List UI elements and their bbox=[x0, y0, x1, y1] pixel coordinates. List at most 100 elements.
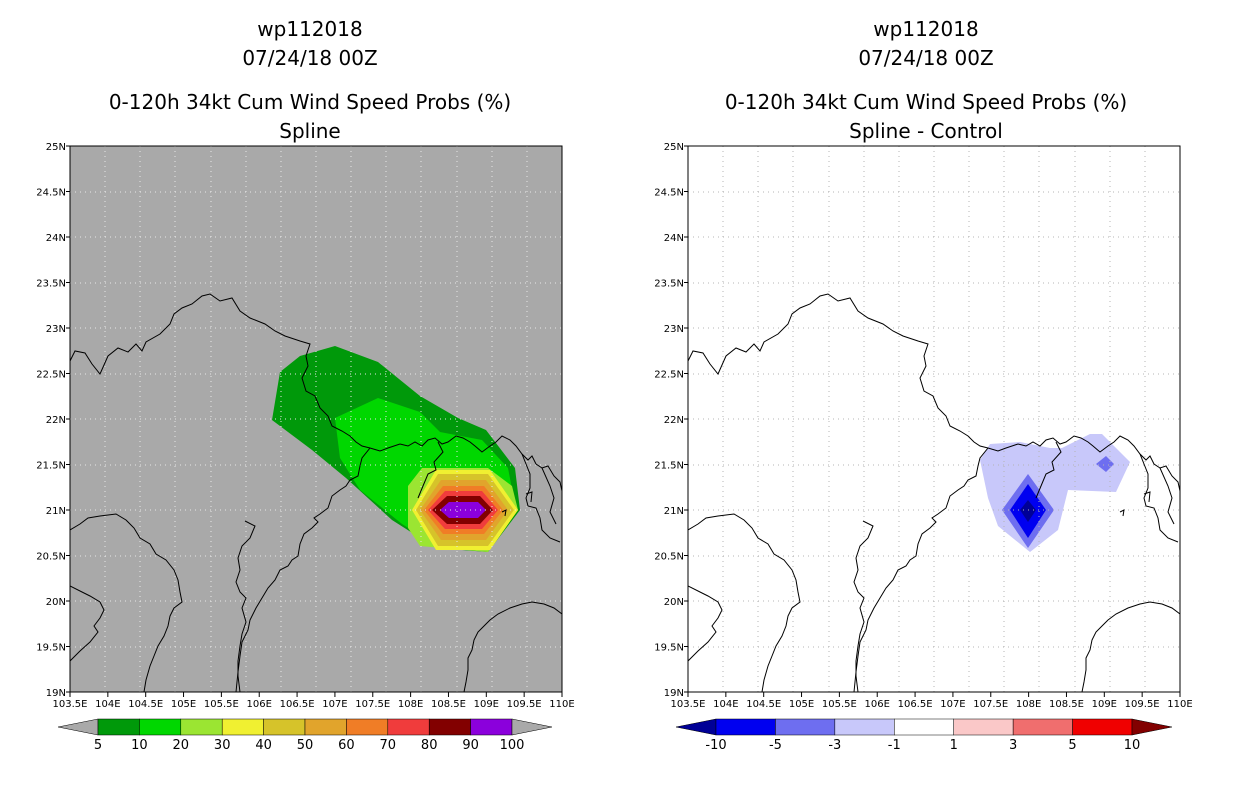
colorbar-label: 30 bbox=[214, 738, 231, 753]
colorbar-swatch bbox=[953, 718, 1014, 736]
colorbar-end-left bbox=[57, 718, 99, 736]
colorbar-swatch bbox=[470, 718, 513, 736]
colorbar-label: 20 bbox=[173, 738, 190, 753]
contour-90 bbox=[440, 502, 486, 518]
right-lon-label: 106E bbox=[865, 699, 890, 710]
right-lat-label: 24N bbox=[664, 233, 684, 244]
left-lat-label: 20N bbox=[46, 597, 66, 608]
right-storm-id: wp112018 bbox=[873, 17, 979, 41]
left-lat-label: 25N bbox=[46, 142, 66, 153]
right-lon-label: 108.5E bbox=[1049, 699, 1084, 710]
right-subtitle: Spline - Control bbox=[849, 119, 1003, 143]
colorbar-swatch bbox=[775, 718, 836, 736]
left-lat-label: 24.5N bbox=[36, 188, 66, 199]
colorbar-label: 80 bbox=[421, 738, 438, 753]
right-lon-label: 110E bbox=[1167, 699, 1192, 710]
colorbar-label: 5 bbox=[1068, 738, 1076, 753]
colorbar-label: 90 bbox=[462, 738, 479, 753]
colorbar-label: -10 bbox=[705, 738, 726, 753]
diff-contour-minus3-b bbox=[1096, 456, 1114, 472]
colorbar-label: 1 bbox=[950, 738, 958, 753]
colorbar-label: 60 bbox=[338, 738, 355, 753]
left-lon-label: 104E bbox=[95, 699, 120, 710]
colorbar-swatch bbox=[834, 718, 895, 736]
right-lon-label: 109E bbox=[1092, 699, 1117, 710]
right-lat-label: 20N bbox=[664, 597, 684, 608]
colorbar-swatch bbox=[1072, 718, 1133, 736]
colorbar-end-right bbox=[511, 718, 553, 736]
left-title-block: wp112018 07/24/18 00Z 0-120h 34kt Cum Wi… bbox=[60, 15, 560, 146]
left-lat-label: 23N bbox=[46, 324, 66, 335]
left-lat-label: 24N bbox=[46, 233, 66, 244]
right-lon-label: 104.5E bbox=[746, 699, 781, 710]
right-lat-label: 24.5N bbox=[654, 188, 684, 199]
colorbar-label: 5 bbox=[94, 738, 102, 753]
right-lat-label: 20.5N bbox=[654, 552, 684, 563]
colorbar-swatch bbox=[715, 718, 776, 736]
colorbar-end-left bbox=[675, 718, 717, 736]
right-lat-label: 19N bbox=[664, 688, 684, 699]
left-lat-label: 23.5N bbox=[36, 279, 66, 290]
left-lon-label: 107.5E bbox=[355, 699, 390, 710]
colorbar-swatch bbox=[894, 718, 954, 736]
colorbar-swatch bbox=[180, 718, 223, 736]
colorbar-end-right bbox=[1131, 718, 1173, 736]
left-lon-label: 105E bbox=[171, 699, 196, 710]
left-lon-label: 108.5E bbox=[431, 699, 466, 710]
left-lat-label: 20.5N bbox=[36, 552, 66, 563]
colorbar-label: 50 bbox=[297, 738, 314, 753]
left-lon-label: 106E bbox=[247, 699, 272, 710]
left-colorbar: 5 10 20 30 40 50 60 70 80 90 100 bbox=[57, 718, 553, 753]
left-lat-label: 19.5N bbox=[36, 643, 66, 654]
right-lat-label: 23.5N bbox=[654, 279, 684, 290]
colorbar-label: 10 bbox=[1124, 738, 1141, 753]
right-lon-label: 105E bbox=[789, 699, 814, 710]
colorbar-swatch bbox=[304, 718, 347, 736]
diff-contour-minus10 bbox=[1020, 500, 1036, 522]
left-lat-label: 21.5N bbox=[36, 461, 66, 472]
right-lon-label: 103.5E bbox=[671, 699, 706, 710]
colorbar-label: 40 bbox=[255, 738, 272, 753]
left-lat-label: 19N bbox=[46, 688, 66, 699]
left-storm-id: wp112018 bbox=[257, 17, 363, 41]
left-lat-label: 22N bbox=[46, 415, 66, 426]
right-lat-label: 23N bbox=[664, 324, 684, 335]
left-lon-label: 103.5E bbox=[53, 699, 88, 710]
right-lat-label: 25N bbox=[664, 142, 684, 153]
right-lat-label: 21N bbox=[664, 506, 684, 517]
left-gridlines bbox=[70, 146, 562, 692]
colorbar-label: -5 bbox=[769, 738, 782, 753]
colorbar-swatch bbox=[97, 718, 140, 736]
right-gridlines bbox=[688, 146, 1180, 692]
right-lat-label: 19.5N bbox=[654, 643, 684, 654]
right-difference-contours bbox=[688, 146, 1180, 692]
right-product-title: 0-120h 34kt Cum Wind Speed Probs (%) bbox=[724, 90, 1128, 114]
left-lat-label: 22.5N bbox=[36, 370, 66, 381]
right-lon-label: 107E bbox=[940, 699, 965, 710]
colorbar-swatch bbox=[221, 718, 264, 736]
colorbar-label: 100 bbox=[500, 738, 525, 753]
colorbar-label: 70 bbox=[380, 738, 397, 753]
left-subtitle: Spline bbox=[279, 119, 341, 143]
right-lon-label: 107.5E bbox=[973, 699, 1008, 710]
right-lat-label: 21.5N bbox=[654, 461, 684, 472]
right-title-block: wp112018 07/24/18 00Z 0-120h 34kt Cum Wi… bbox=[676, 15, 1176, 146]
right-lat-label: 22N bbox=[664, 415, 684, 426]
right-lon-label: 108E bbox=[1016, 699, 1041, 710]
colorbar-swatch bbox=[428, 718, 471, 736]
colorbar-label: -3 bbox=[828, 738, 841, 753]
left-lon-label: 107E bbox=[322, 699, 347, 710]
left-lon-label: 108E bbox=[398, 699, 423, 710]
colorbar-label: 10 bbox=[131, 738, 148, 753]
axis-labels: 103.5E 104E 104.5E 105E 105.5E 106E 106.5E 107E… bbox=[36, 142, 1192, 710]
left-lon-label: 110E bbox=[549, 699, 574, 710]
right-lon-label: 106.5E bbox=[898, 699, 933, 710]
colorbar-swatch bbox=[1012, 718, 1073, 736]
right-colorbar: -10 -5 -3 -1 1 3 5 10 bbox=[675, 718, 1173, 753]
colorbar-swatch bbox=[387, 718, 430, 736]
colorbar-swatch bbox=[263, 718, 306, 736]
left-lon-label: 105.5E bbox=[204, 699, 239, 710]
right-lon-label: 109.5E bbox=[1125, 699, 1160, 710]
left-product-title: 0-120h 34kt Cum Wind Speed Probs (%) bbox=[108, 90, 512, 114]
right-datetime: 07/24/18 00Z bbox=[858, 46, 994, 70]
